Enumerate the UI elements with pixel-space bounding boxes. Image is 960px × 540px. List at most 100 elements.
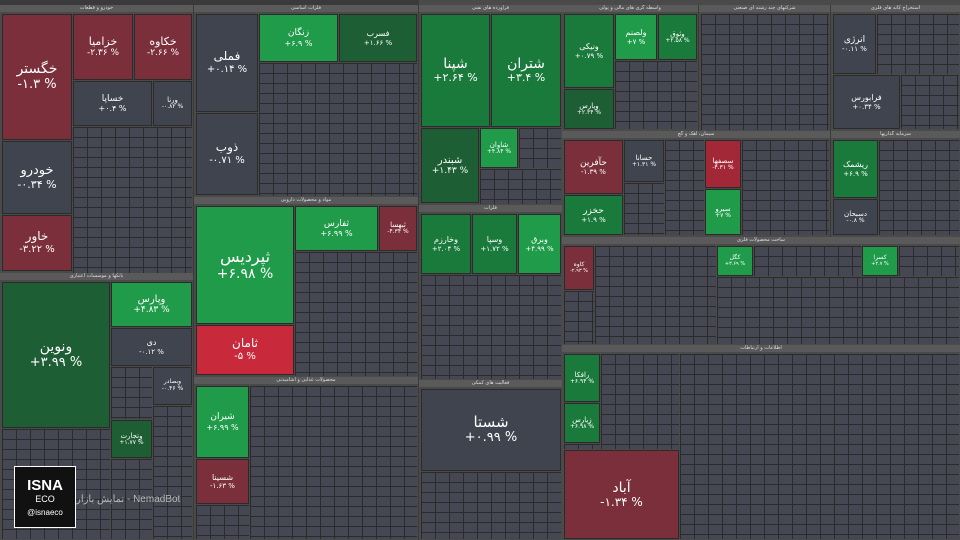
tile-percent: -۳.۲۲ % [19,244,55,256]
stock-tile[interactable]: وپارس +۴.۸۳ % [111,282,192,327]
tile-percent: +۳.۶۹ % [724,260,746,267]
stock-tile[interactable]: وتجارت +۱.۷۷ % [111,420,152,458]
stock-tile[interactable]: زنگان +۶.۹ % [259,14,338,62]
stock-tile[interactable]: ونیکی +۰.۷۹ % [564,14,614,88]
tile-percent: -۰.۱۲ % [139,347,164,356]
stock-tile[interactable]: شبندر +۱.۴۳ % [421,128,479,203]
tile-percent: -۱.۶۳ % [210,482,235,491]
stock-tile[interactable]: کاوه -۲.۹۳ % [564,246,594,290]
section-title: مواد و محصولات دارویی [194,197,418,204]
small-tiles-grid [73,127,192,273]
stock-tile[interactable]: ثامان -۵ % [196,325,294,375]
stock-tile[interactable]: رافکا +۶.۹۴ % [564,354,600,402]
stock-tile[interactable]: فملی +۰.۱۴ % [196,14,258,112]
stock-tile[interactable]: زپارس +۶.۹۸ % [564,403,600,443]
stock-tile[interactable]: ونوین +۳.۹۹ % [2,282,110,428]
stock-tile[interactable]: خاور -۳.۲۲ % [2,215,72,271]
small-tiles-grid [879,140,959,235]
stock-tile[interactable]: وبرق +۴.۹۹ % [518,214,561,274]
stock-tile[interactable]: خودرو -۰.۳۴ % [2,141,72,214]
tile-symbol: شیران [210,412,235,423]
tile-percent: +۱.۷۲ % [480,244,509,253]
tile-symbol: ثفارس [323,218,350,229]
stock-tile[interactable]: سیرو +۷ % [705,189,741,235]
logo-handle: @isnaeco [27,508,63,517]
small-tiles-grid [153,406,192,539]
stock-tile[interactable]: شاوان +۴.۸۴ % [480,128,518,168]
stock-tile[interactable]: خکاوه -۲.۶۶ % [134,14,192,80]
tile-percent: +۴.۹۹ % [525,244,554,253]
small-tiles-grid [480,169,561,204]
small-tiles-grid [862,277,959,344]
section-top [419,0,960,5]
small-tiles-grid [717,277,862,344]
tile-symbol: آباد [612,479,631,496]
tile-percent: +۶.۹۹ % [206,422,239,432]
tile-percent: +۷ % [626,37,646,46]
stock-tile[interactable]: ثبهسا -۴.۳۴ % [379,206,417,251]
stock-tile[interactable]: خگستر -۱.۳ % [2,14,72,140]
small-tiles-grid [754,246,861,276]
tile-symbol: فملی [213,49,241,64]
stock-tile[interactable]: شپنا +۲.۶۴ % [421,14,490,127]
tile-symbol: ذوب [215,140,239,155]
logo-subtext: ECO [35,494,55,504]
stock-tile[interactable]: ثپردیس +۶.۹۸ % [196,206,294,324]
stock-tile[interactable]: وبصادر -۰.۴۶ % [153,367,192,405]
tile-symbol: ونوین [39,339,73,356]
small-tiles-grid [615,61,697,129]
tile-percent: -۰.۱۱ % [842,45,867,54]
tile-symbol: وخارزم [434,235,458,245]
stock-tile[interactable]: شتران +۳.۴ % [491,14,561,127]
tile-symbol: شسینا [211,472,234,482]
stock-tile[interactable]: وخارزم +۲.۰۴ % [421,214,471,274]
stock-tile[interactable]: وپارس +۲.۳۴ % [564,89,614,129]
tile-percent: +۳.۹۹ % [29,354,83,370]
tile-percent: -۲.۶۶ % [146,48,180,59]
tile-percent: -۰.۳۴ % [17,177,57,191]
tile-percent: +۰.۷۹ % [574,51,604,60]
stock-tile[interactable]: حسانا +۱.۳۱ % [624,140,664,182]
tile-percent: +۶.۹۴ % [569,377,595,385]
stock-tile[interactable]: شستا +۰.۹۹ % [421,389,561,471]
tile-symbol: شاوان [489,140,509,149]
tile-percent: +۱.۳۱ % [631,160,657,168]
stock-tile[interactable]: شسینا -۱.۶۳ % [196,459,249,504]
stock-tile[interactable]: ثفارس +۶.۹۹ % [295,206,378,251]
stock-tile[interactable]: فسرب +۱.۶۶ % [339,14,417,62]
section-title: اطلاعات و ارتباطات [562,345,960,352]
stock-tile[interactable]: ذوب -۰.۷۱ % [196,113,258,195]
stock-tile[interactable]: آباد -۱.۳۴ % [564,450,679,539]
tile-symbol: فسرب [366,29,390,39]
stock-tile[interactable]: سصفها -۴.۳۱ % [705,140,741,188]
stock-tile[interactable]: ولصنم +۷ % [615,14,657,60]
stock-tile[interactable]: کسرا +۲.۷ % [862,246,898,276]
stock-tile[interactable]: دسبحان -۰.۸ % [833,199,878,235]
tile-symbol: وسپا [486,235,503,245]
tile-percent: +۲.۳۴ % [576,108,602,116]
stock-tile[interactable]: خزامیا -۲.۳۶ % [73,14,133,80]
stock-tile[interactable]: وسپا +۱.۷۲ % [472,214,517,274]
tile-symbol: شتران [507,56,545,73]
stock-tile[interactable]: ریشمک +۶.۹ % [833,140,878,198]
stock-tile[interactable]: خساپا +۰.۴ % [73,81,152,126]
section-title: سرمایه گذاریها [831,131,960,138]
tile-percent: -۰.۴۶ % [161,385,184,392]
stock-tile[interactable]: ورنا -۰.۸۲ % [153,81,192,126]
stock-tile[interactable]: دی -۰.۱۲ % [111,328,192,366]
stock-tile[interactable]: حآفرین -۱.۳۹ % [564,140,623,194]
tile-symbol: ونیکی [579,42,599,52]
tile-percent: +۶.۹۸ % [216,266,274,283]
stock-tile[interactable]: وثوق +۲.۵۸ % [658,14,697,60]
stock-tile[interactable]: شیران +۶.۹۹ % [196,386,249,458]
tile-symbol: سیرو [715,204,731,213]
tile-percent: +۱.۴۳ % [431,166,469,177]
tile-symbol: انرژی [843,34,866,45]
tile-symbol: وپارس [137,293,166,305]
stock-tile[interactable]: انرژی -۰.۱۱ % [833,14,876,74]
tile-percent: +۲.۰۴ % [431,244,461,253]
stock-tile[interactable]: کگل +۳.۶۹ % [717,246,753,276]
stock-tile[interactable]: فرابورس +۰.۳۴ % [833,75,900,129]
stock-tile[interactable]: حخزر +۱.۹ % [564,195,623,235]
tile-percent: +۱.۶۶ % [363,38,393,47]
